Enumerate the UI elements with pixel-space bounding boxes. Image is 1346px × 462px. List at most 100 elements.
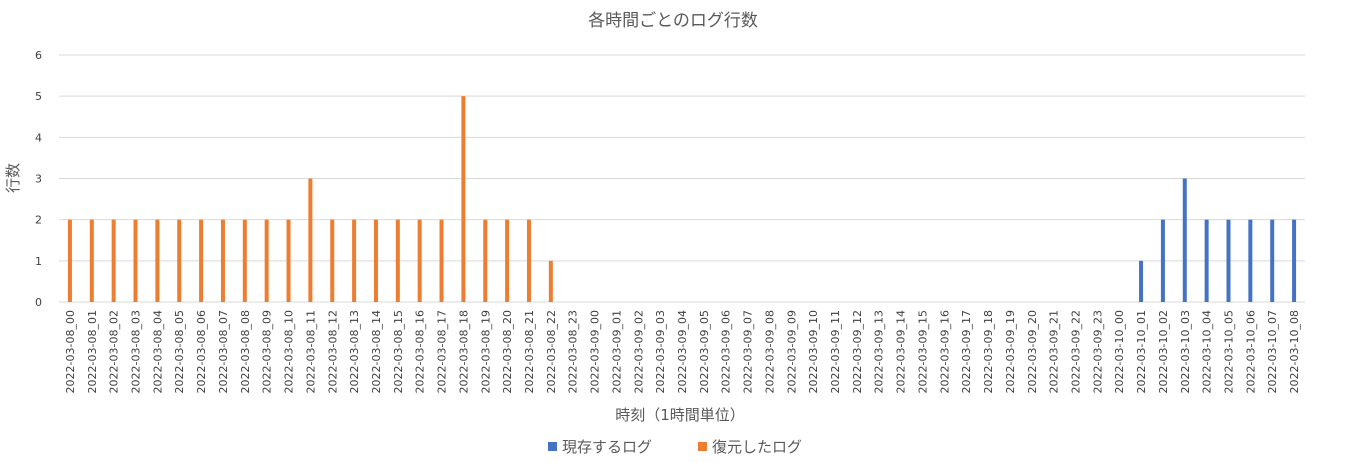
x-tick-label: 2022-03-08_20 bbox=[501, 310, 514, 393]
x-tick-label: 2022-03-08_17 bbox=[436, 310, 449, 393]
x-tick-label: 2022-03-09_05 bbox=[698, 310, 711, 393]
x-tick-label: 2022-03-08_22 bbox=[545, 310, 558, 393]
x-tick-label: 2022-03-08_12 bbox=[326, 310, 339, 393]
x-tick-label: 2022-03-10_05 bbox=[1222, 310, 1235, 393]
x-tick-label: 2022-03-08_21 bbox=[523, 310, 536, 393]
bar bbox=[1182, 178, 1187, 302]
bar bbox=[373, 219, 378, 302]
x-tick-label: 2022-03-09_08 bbox=[763, 310, 776, 393]
bar bbox=[439, 219, 444, 302]
x-tick-label: 2022-03-09_02 bbox=[632, 310, 645, 393]
bar bbox=[264, 219, 269, 302]
y-axis-title: 行数 bbox=[4, 163, 22, 193]
x-tick-label: 2022-03-10_06 bbox=[1244, 310, 1257, 393]
bar bbox=[1292, 219, 1297, 302]
x-tick-label: 2022-03-09_12 bbox=[851, 310, 864, 393]
x-tick-label: 2022-03-08_05 bbox=[173, 310, 186, 393]
bar bbox=[505, 219, 510, 302]
x-tick-label: 2022-03-09_06 bbox=[720, 310, 733, 393]
x-tick-label: 2022-03-10_04 bbox=[1201, 310, 1214, 393]
x-tick-label: 2022-03-08_13 bbox=[348, 310, 361, 393]
bar bbox=[417, 219, 422, 302]
legend: 現存するログ 復元したログ bbox=[548, 438, 802, 456]
x-tick-label: 2022-03-09_23 bbox=[1091, 310, 1104, 393]
chart-title: 各時間ごとのログ行数 bbox=[588, 11, 758, 31]
x-tick-label: 2022-03-09_18 bbox=[982, 310, 995, 393]
x-tick-label: 2022-03-09_14 bbox=[895, 310, 908, 393]
y-tick-label: 2 bbox=[35, 214, 42, 227]
x-tick-label: 2022-03-08_01 bbox=[86, 310, 99, 393]
x-tick-label: 2022-03-08_09 bbox=[261, 310, 274, 393]
x-tick-label: 2022-03-09_07 bbox=[742, 310, 755, 393]
bar bbox=[242, 219, 247, 302]
x-tick-label: 2022-03-08_04 bbox=[151, 310, 164, 393]
bar bbox=[1160, 219, 1165, 302]
x-tick-label: 2022-03-08_06 bbox=[195, 310, 208, 393]
legend-label: 復元したログ bbox=[712, 438, 802, 456]
bar bbox=[133, 219, 138, 302]
y-tick-label: 1 bbox=[35, 255, 42, 268]
bar bbox=[308, 178, 313, 302]
legend-swatch bbox=[548, 442, 557, 451]
x-tick-label: 2022-03-08_07 bbox=[217, 310, 230, 393]
x-tick-label: 2022-03-08_19 bbox=[479, 310, 492, 393]
x-tick-label: 2022-03-10_00 bbox=[1113, 310, 1126, 393]
x-axis-title: 時刻（1時間単位） bbox=[615, 406, 745, 424]
y-tick-label: 0 bbox=[35, 296, 42, 309]
x-tick-label: 2022-03-08_18 bbox=[457, 310, 470, 393]
x-tick-label: 2022-03-09_03 bbox=[654, 310, 667, 393]
x-tick-label: 2022-03-08_16 bbox=[414, 310, 427, 393]
x-tick-label: 2022-03-09_10 bbox=[807, 310, 820, 393]
legend-swatch bbox=[698, 442, 707, 451]
bar bbox=[1139, 260, 1144, 302]
x-tick-label: 2022-03-09_00 bbox=[589, 310, 602, 393]
x-tick-label: 2022-03-09_22 bbox=[1069, 310, 1082, 393]
bar bbox=[395, 219, 400, 302]
bar bbox=[89, 219, 94, 302]
x-tick-label: 2022-03-08_02 bbox=[108, 310, 121, 393]
y-axis-ticks: 0 1 2 3 4 5 6 bbox=[35, 49, 42, 309]
bar bbox=[1270, 219, 1275, 302]
x-tick-label: 2022-03-10_02 bbox=[1157, 310, 1170, 393]
x-tick-label: 2022-03-08_10 bbox=[283, 310, 296, 393]
bar bbox=[67, 219, 72, 302]
bar bbox=[526, 219, 531, 302]
bar bbox=[177, 219, 182, 302]
y-tick-label: 3 bbox=[35, 173, 42, 186]
bar bbox=[548, 260, 553, 302]
x-tick-label: 2022-03-09_16 bbox=[938, 310, 951, 393]
bars bbox=[67, 96, 1297, 302]
x-tick-label: 2022-03-08_11 bbox=[304, 310, 317, 393]
x-tick-label: 2022-03-08_23 bbox=[567, 310, 580, 393]
bar bbox=[1248, 219, 1253, 302]
x-tick-label: 2022-03-09_20 bbox=[1026, 310, 1039, 393]
x-tick-label: 2022-03-09_21 bbox=[1048, 310, 1061, 393]
bar bbox=[483, 219, 488, 302]
x-tick-label: 2022-03-09_01 bbox=[610, 310, 623, 393]
x-tick-label: 2022-03-08_03 bbox=[130, 310, 143, 393]
bar bbox=[220, 219, 225, 302]
x-tick-label: 2022-03-09_19 bbox=[1004, 310, 1017, 393]
x-tick-label: 2022-03-08_14 bbox=[370, 310, 383, 393]
y-tick-label: 5 bbox=[35, 90, 42, 103]
x-axis-ticks: 2022-03-08_00 2022-03-08_01 2022-03-08_02 2… bbox=[64, 310, 1301, 393]
x-tick-label: 2022-03-09_04 bbox=[676, 310, 689, 393]
x-tick-label: 2022-03-09_13 bbox=[873, 310, 886, 393]
y-tick-label: 6 bbox=[35, 49, 42, 62]
x-tick-label: 2022-03-08_08 bbox=[239, 310, 252, 393]
bar bbox=[155, 219, 160, 302]
x-tick-label: 2022-03-10_01 bbox=[1135, 310, 1148, 393]
bar bbox=[330, 219, 335, 302]
bar bbox=[111, 219, 116, 302]
x-tick-label: 2022-03-09_11 bbox=[829, 310, 842, 393]
x-tick-label: 2022-03-10_03 bbox=[1179, 310, 1192, 393]
x-tick-label: 2022-03-09_17 bbox=[960, 310, 973, 393]
bar bbox=[286, 219, 291, 302]
y-tick-label: 4 bbox=[35, 131, 42, 144]
bar bbox=[199, 219, 204, 302]
x-tick-label: 2022-03-08_00 bbox=[64, 310, 77, 393]
x-tick-label: 2022-03-09_09 bbox=[785, 310, 798, 393]
bar bbox=[1226, 219, 1231, 302]
x-tick-label: 2022-03-09_15 bbox=[916, 310, 929, 393]
